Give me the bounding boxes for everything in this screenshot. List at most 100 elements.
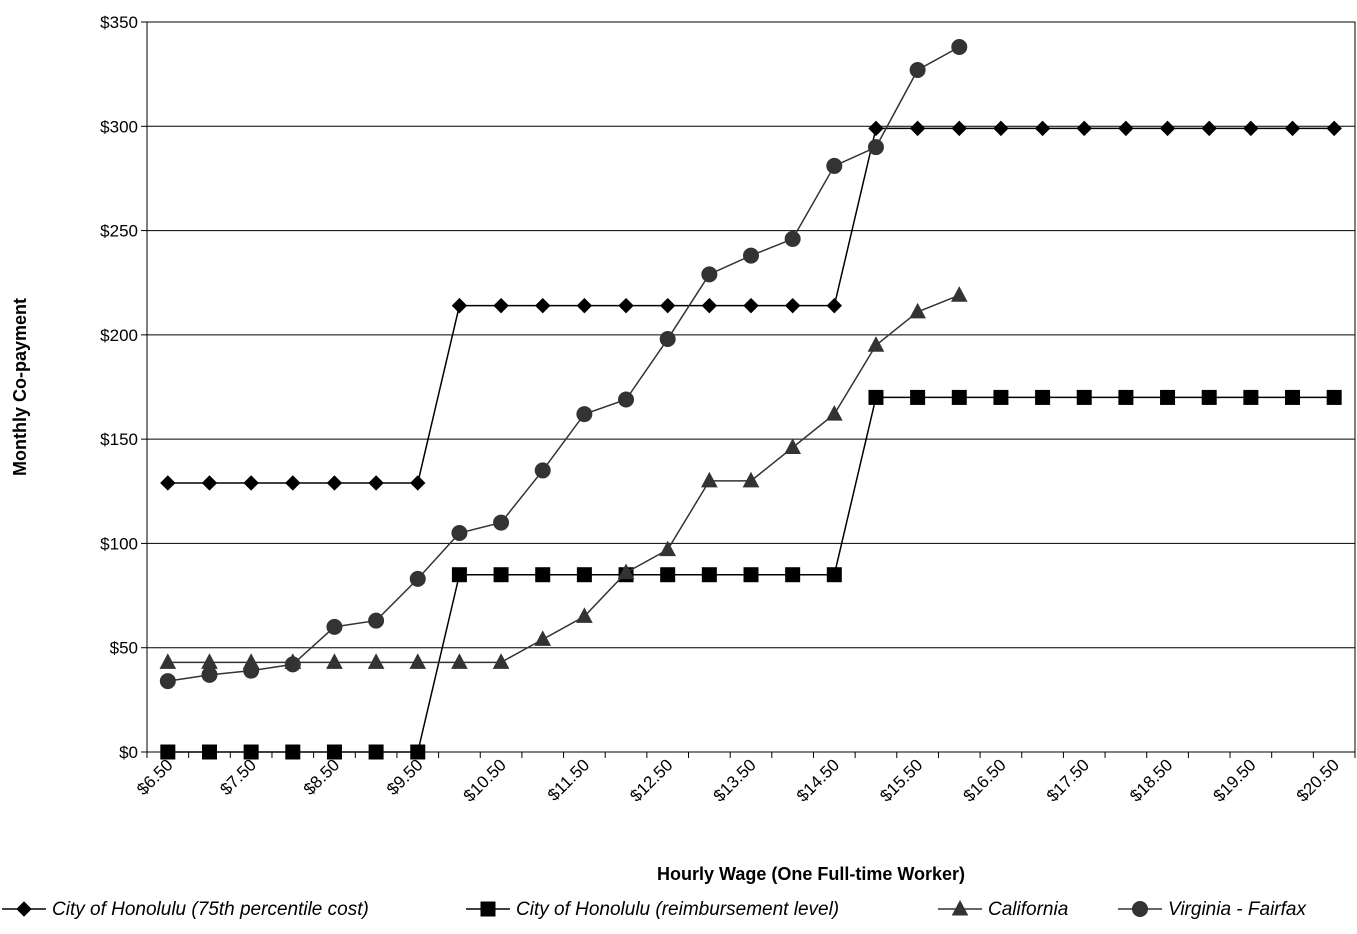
data-point (826, 157, 843, 174)
x-tick-label: $8.50 (300, 755, 344, 799)
series-3 (159, 39, 968, 690)
data-point (867, 336, 885, 352)
data-point (368, 612, 385, 629)
x-tick-label: $17.50 (1043, 755, 1093, 805)
data-point (159, 673, 176, 690)
series-0 (160, 120, 1342, 491)
data-point (576, 567, 592, 583)
data-point (659, 540, 677, 557)
data-point (701, 471, 718, 488)
data-point (576, 607, 593, 623)
y-tick-label: $200 (100, 326, 138, 345)
y-axis-title: Monthly Co-payment (10, 298, 30, 476)
data-point (534, 630, 552, 646)
data-point (576, 406, 593, 423)
data-point (784, 230, 801, 247)
data-point (201, 666, 218, 683)
data-point (659, 331, 676, 348)
data-point (1243, 120, 1259, 137)
series-line (167, 294, 960, 664)
data-point (701, 567, 717, 583)
legend-marker (480, 901, 496, 917)
x-tick-label: $20.50 (1293, 755, 1343, 805)
legend-marker (951, 899, 969, 916)
legend-label: California (988, 899, 1068, 920)
data-point (659, 297, 676, 314)
data-point (368, 475, 384, 491)
data-point (201, 475, 218, 491)
data-point (742, 471, 760, 488)
data-point (451, 297, 468, 314)
data-point (1076, 389, 1092, 405)
legend-item: City of Honolulu (75th percentile cost) (2, 899, 369, 920)
x-tick-label: $6.50 (133, 755, 177, 799)
data-point (1326, 120, 1342, 137)
data-point (160, 744, 176, 760)
data-point (993, 389, 1009, 405)
y-tick-label: $300 (100, 117, 138, 136)
data-point (451, 525, 468, 541)
data-point (576, 297, 593, 314)
data-point (493, 567, 509, 583)
x-tick-label: $11.50 (544, 755, 593, 804)
data-point (951, 39, 968, 56)
data-point (1118, 389, 1134, 405)
data-point (951, 120, 967, 137)
x-tick-label: $18.50 (1126, 755, 1176, 805)
data-point (1284, 120, 1301, 137)
data-point (534, 462, 551, 479)
data-point (1201, 120, 1217, 137)
x-tick-label: $13.50 (710, 755, 760, 805)
data-point (284, 656, 301, 673)
data-point (492, 653, 510, 669)
data-point (368, 744, 384, 760)
legend-item: City of Honolulu (reimbursement level) (466, 899, 839, 920)
series-line (167, 46, 960, 682)
data-point (993, 120, 1009, 137)
data-point (784, 438, 801, 454)
data-point (1326, 389, 1342, 405)
series-1 (160, 389, 1342, 760)
data-point (743, 567, 759, 583)
data-point (1159, 120, 1176, 137)
data-point (410, 475, 426, 491)
y-tick-label: $250 (100, 222, 138, 241)
x-tick-label: $19.50 (1209, 755, 1259, 805)
legend-label: City of Honolulu (75th percentile cost) (52, 899, 369, 920)
data-point (159, 653, 177, 669)
data-point (618, 297, 634, 314)
y-tick-label: $150 (100, 430, 138, 449)
x-tick-label: $16.50 (960, 755, 1010, 805)
data-point (326, 744, 342, 760)
data-point (1118, 120, 1134, 137)
data-point (451, 567, 467, 583)
legend-label: Virginia - Fairfax (1168, 899, 1307, 920)
data-point (1201, 389, 1217, 405)
data-point (909, 120, 926, 137)
legend-item: Virginia - Fairfax (1118, 899, 1307, 920)
data-point (826, 297, 843, 314)
legend-marker (1132, 901, 1148, 917)
data-point (868, 389, 884, 405)
data-point (826, 567, 842, 583)
data-point (868, 120, 884, 137)
data-point (410, 744, 426, 760)
data-point (367, 653, 385, 669)
data-point (909, 302, 926, 319)
data-point (951, 389, 967, 405)
data-point (285, 744, 301, 760)
data-point (1285, 389, 1301, 405)
data-point (1076, 120, 1092, 137)
data-point (617, 563, 635, 580)
plot-area (146, 21, 1356, 753)
data-point (160, 475, 176, 491)
data-point (1034, 120, 1051, 137)
data-point (867, 139, 884, 156)
data-point (285, 475, 301, 491)
x-tick-label: $10.50 (460, 755, 510, 805)
data-point (493, 297, 509, 314)
data-point (451, 653, 468, 669)
series-2 (159, 286, 968, 669)
